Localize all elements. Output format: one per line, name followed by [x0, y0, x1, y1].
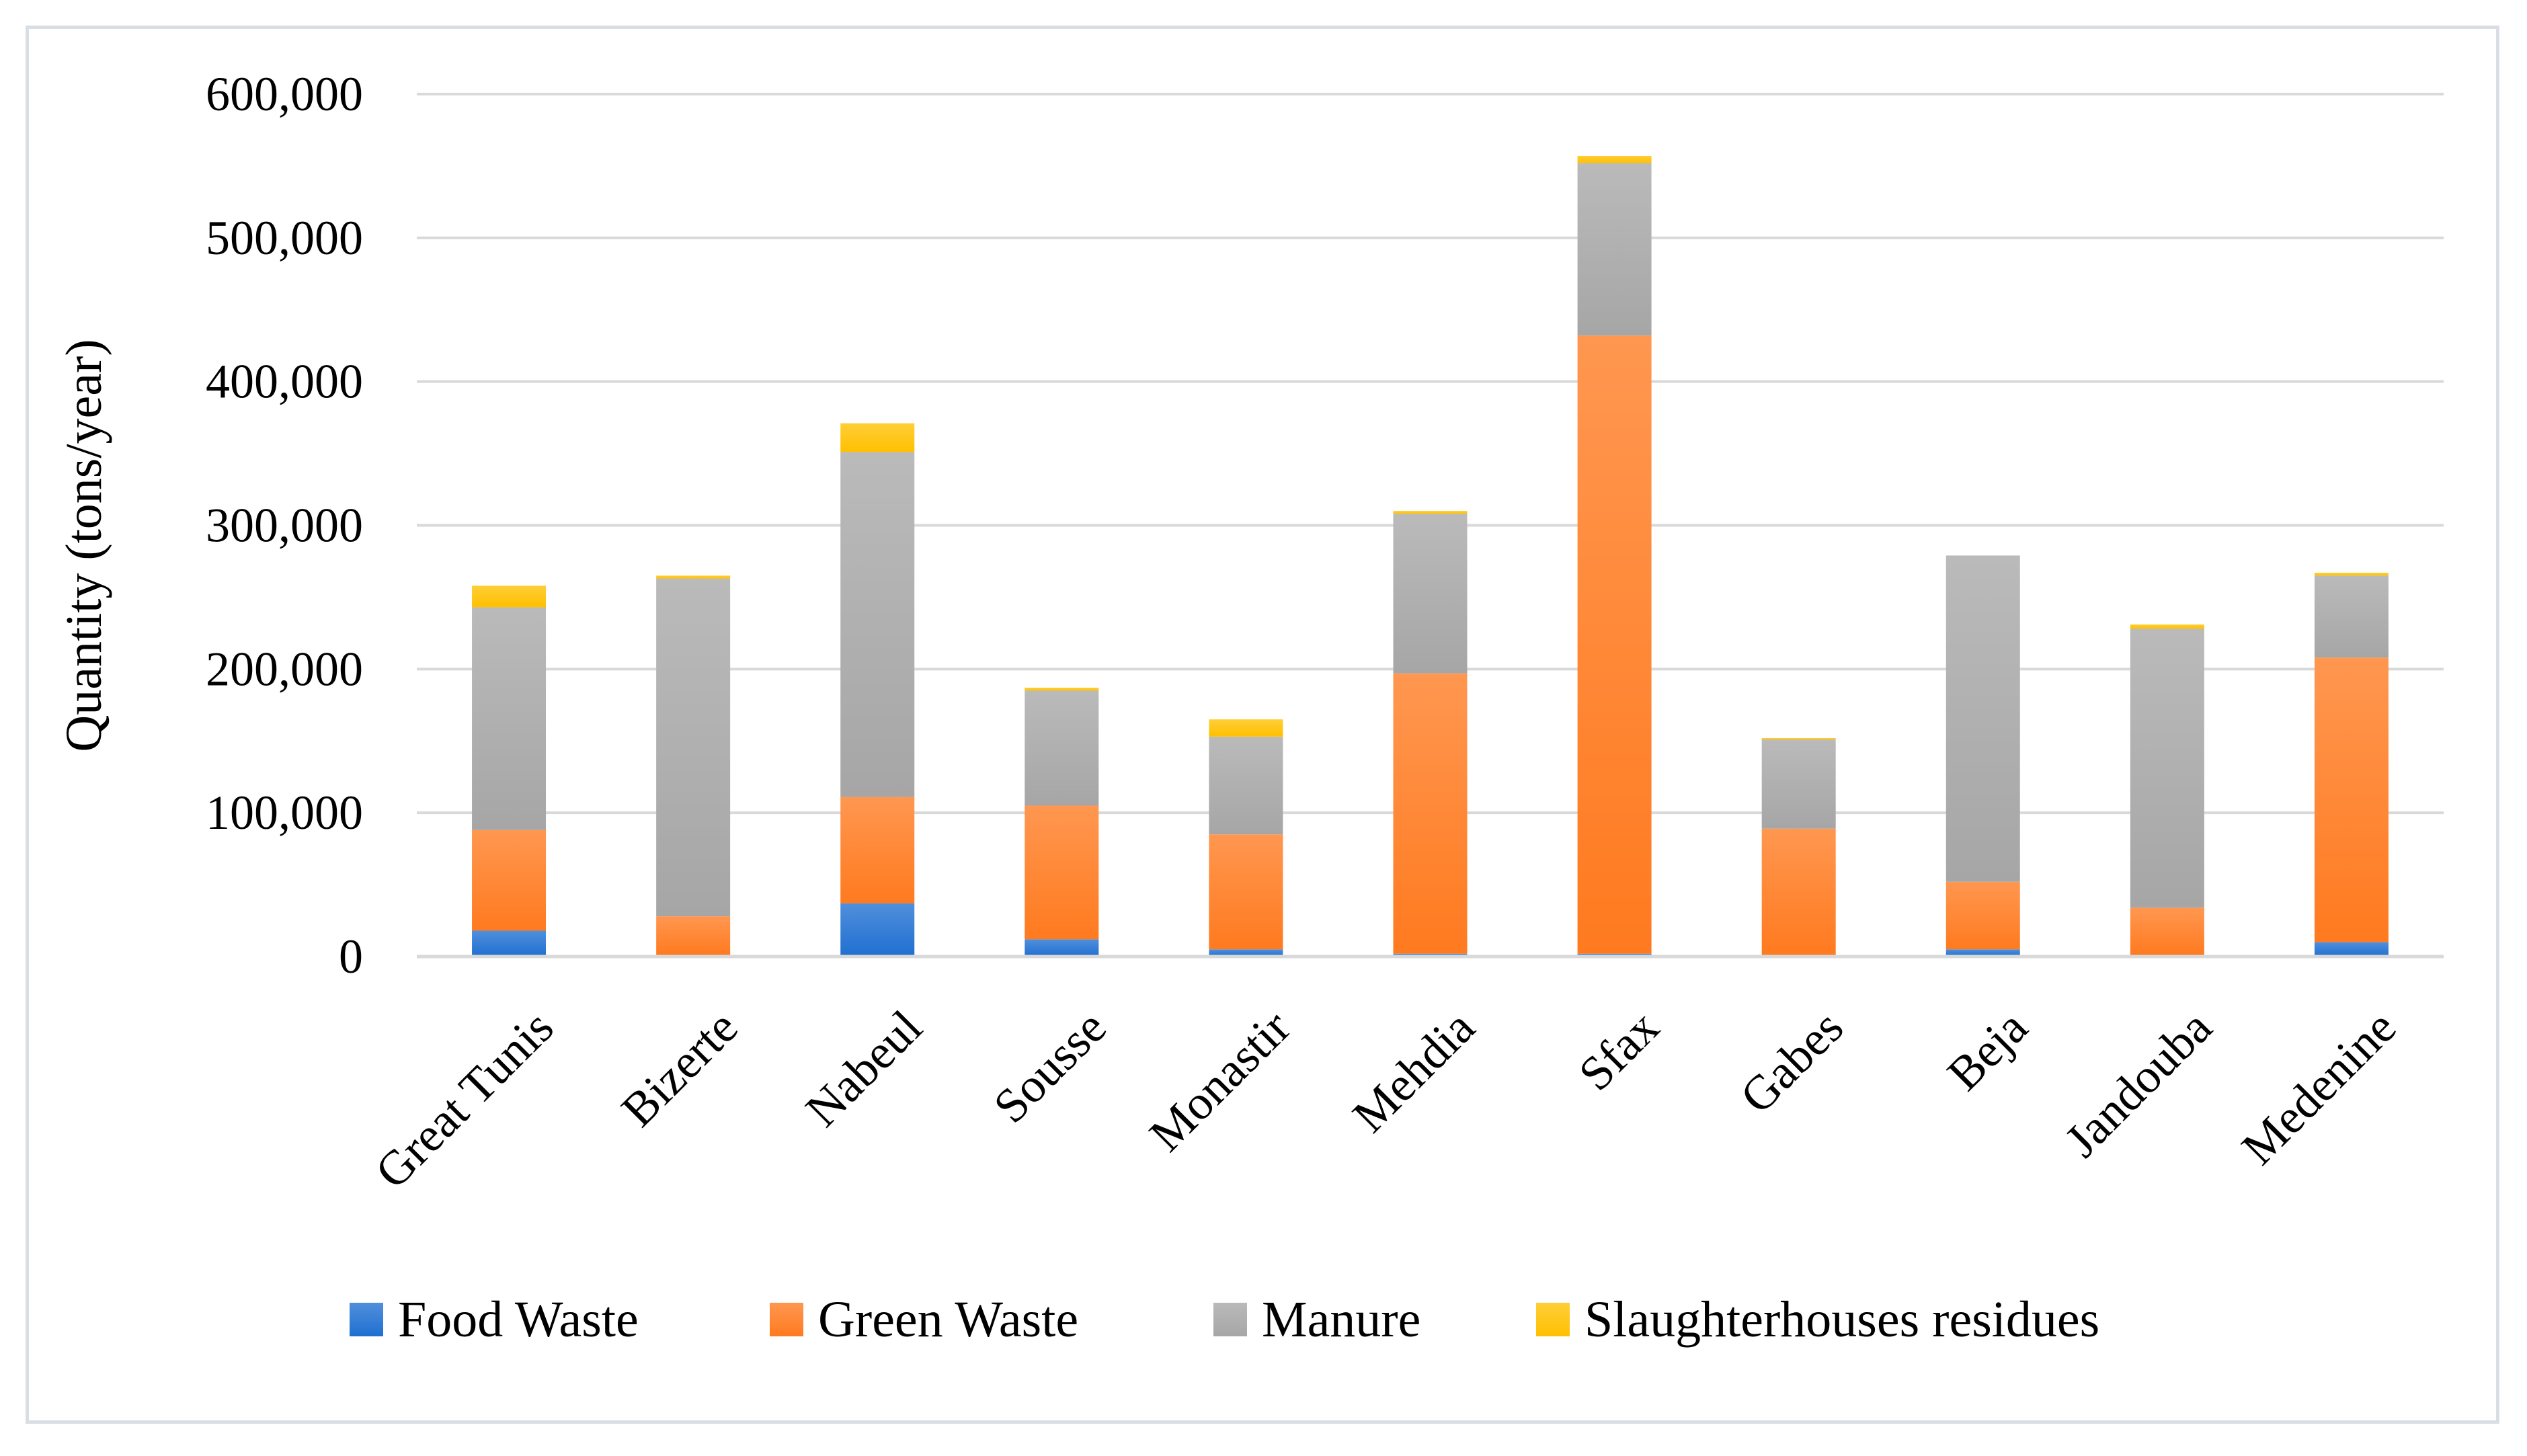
legend-swatch	[1213, 1303, 1247, 1336]
legend-label: Food Waste	[398, 1291, 639, 1348]
bar-manure-gabes	[1761, 739, 1836, 829]
bar-green-waste-sousse	[1025, 805, 1099, 940]
x-tick-label: Nabeul	[795, 1000, 932, 1137]
bar-slaughterhouses-residues-jandouba	[2130, 624, 2204, 629]
bar-manure-sousse	[1025, 690, 1099, 806]
x-tick-label: Sousse	[984, 1000, 1117, 1133]
y-tick-label: 300,000	[206, 499, 363, 553]
bar-green-waste-mehdia	[1393, 673, 1468, 954]
x-tick-label: Bizerte	[611, 1000, 748, 1137]
bar-food-waste-medenine	[2314, 942, 2389, 957]
bar-green-waste-bizerte	[656, 916, 731, 955]
bar-food-waste-great-tunis	[472, 930, 547, 957]
bar-green-waste-medenine	[2314, 657, 2389, 942]
bar-food-waste-nabeul	[840, 903, 915, 957]
bar-green-waste-beja	[1946, 881, 2020, 950]
x-axis-ticks: Great Tunis Bizerte Nabeul Sousse Monastir Me…	[365, 1000, 2407, 1199]
x-tick-label: Sfax	[1568, 1000, 1669, 1101]
x-tick-label: Medenine	[2231, 1000, 2406, 1175]
bar-green-waste-gabes	[1761, 828, 1836, 955]
bar-green-waste-sfax	[1577, 335, 1652, 954]
bar-slaughterhouses-residues-gabes	[1761, 737, 1836, 740]
x-tick-label: Beja	[1937, 1000, 2038, 1101]
bar-manure-mehdia	[1393, 514, 1468, 674]
x-tick-label: Monastir	[1139, 1000, 1300, 1162]
bar-manure-great-tunis	[472, 607, 547, 830]
bar-slaughterhouses-residues-mehdia	[1393, 511, 1468, 514]
bar-manure-beja	[1946, 555, 2020, 882]
bar-food-waste-beja	[1946, 949, 2020, 957]
legend-swatch	[350, 1303, 383, 1336]
y-axis-ticks: 0 100,000 200,000 300,000 400,000 500,000 600,…	[206, 67, 363, 983]
legend-label: Manure	[1262, 1291, 1420, 1348]
y-tick-label: 0	[339, 930, 363, 983]
legend-swatch	[770, 1303, 803, 1336]
legend: Food Waste Green Waste Manure Slaughterhous…	[350, 1291, 2099, 1348]
bar-food-waste-sousse	[1025, 939, 1099, 957]
y-tick-label: 400,000	[206, 355, 363, 409]
bar-slaughterhouses-residues-nabeul	[840, 423, 915, 452]
bar-slaughterhouses-residues-bizerte	[656, 575, 731, 579]
y-tick-label: 500,000	[206, 211, 363, 265]
bar-manure-bizerte	[656, 578, 731, 917]
bars	[472, 155, 2389, 957]
y-axis-label: Quantity (tons/year)	[56, 339, 112, 752]
y-tick-label: 600,000	[206, 67, 363, 121]
bar-slaughterhouses-residues-great-tunis	[472, 585, 547, 608]
bar-food-waste-monastir	[1209, 949, 1283, 957]
bar-slaughterhouses-residues-medenine	[2314, 573, 2389, 576]
bar-green-waste-great-tunis	[472, 830, 547, 931]
x-tick-label: Jandouba	[2054, 1000, 2222, 1168]
bar-manure-monastir	[1209, 736, 1283, 835]
x-tick-label: Great Tunis	[365, 1000, 564, 1199]
bar-manure-medenine	[2314, 575, 2389, 658]
bar-manure-jandouba	[2130, 629, 2204, 908]
x-tick-label: Gabes	[1730, 1000, 1853, 1124]
x-tick-label: Mehdia	[1342, 1000, 1485, 1143]
bar-slaughterhouses-residues-monastir	[1209, 719, 1283, 737]
legend-label: Green Waste	[818, 1291, 1078, 1348]
bar-manure-nabeul	[840, 452, 915, 797]
gridlines	[417, 93, 2444, 815]
bar-green-waste-monastir	[1209, 834, 1283, 950]
y-tick-label: 200,000	[206, 642, 363, 696]
legend-label: Slaughterhouses residues	[1585, 1291, 2099, 1348]
bar-slaughterhouses-residues-sfax	[1577, 155, 1652, 163]
bar-green-waste-jandouba	[2130, 907, 2204, 955]
bar-manure-sfax	[1577, 163, 1652, 336]
legend-swatch	[1536, 1303, 1570, 1336]
bar-slaughterhouses-residues-sousse	[1025, 688, 1099, 691]
y-tick-label: 100,000	[206, 786, 363, 840]
bar-green-waste-nabeul	[840, 797, 915, 903]
